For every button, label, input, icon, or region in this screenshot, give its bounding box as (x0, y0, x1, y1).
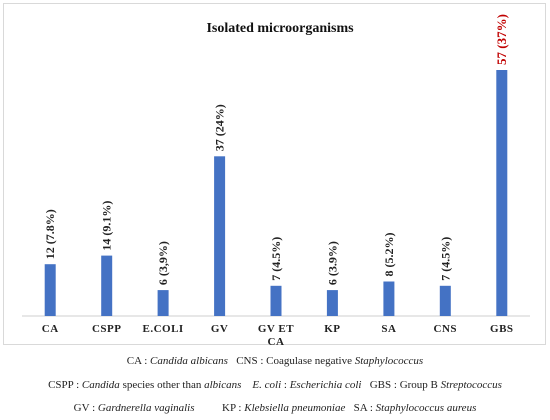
category-label: GBS (490, 323, 514, 335)
category-label: CSPP (92, 323, 122, 335)
data-label: 57 (37%) (494, 14, 509, 65)
legend-text: CNS : Coagulase negative (227, 355, 355, 367)
legend-text: CA : (126, 355, 151, 367)
legend-text: : (281, 379, 290, 391)
legend-text: E. coli (252, 379, 282, 391)
bar-gv-et-ca (270, 285, 282, 316)
category-label: GV ET (258, 323, 294, 335)
category-label: CA (42, 323, 59, 335)
category-label: E.COLI (142, 323, 183, 335)
legend-line-3: GV : Gardnerella vaginalis KP : Klebsiel… (0, 402, 550, 414)
legend-text: KP : (194, 402, 245, 414)
bar-sa (383, 281, 395, 316)
legend-line-1: CA : Candida albicans CNS : Coagulase ne… (0, 355, 550, 367)
legend-text: albicans (204, 379, 242, 391)
bar-cspp (101, 255, 113, 316)
category-label: CA (268, 336, 285, 345)
data-label: 7 (4.5%) (438, 237, 452, 281)
category-label: SA (381, 323, 396, 335)
bar-e-coli (157, 290, 169, 316)
data-label: 7 (4.5%) (269, 237, 283, 281)
legend-text: Staphylococcus aureus (375, 402, 477, 414)
bar-gv (214, 156, 226, 316)
legend-text: SA : (345, 402, 376, 414)
data-label: 12 (7.8%) (43, 209, 57, 259)
legend-text: GBS : Group B (361, 379, 441, 391)
legend-text: Candida (81, 379, 120, 391)
category-label: KP (324, 323, 340, 335)
legend-text: Candida albicans (150, 355, 228, 367)
legend-line-2: CSPP : Candida species other than albica… (0, 379, 550, 391)
data-label: 14 (9.1%) (100, 201, 114, 251)
chart-frame (3, 3, 546, 345)
data-label: 37 (24%) (213, 104, 227, 151)
category-label: CNS (434, 323, 458, 335)
data-label: 8 (5.2%) (382, 233, 396, 277)
data-label: 6 (3.9%) (325, 241, 339, 285)
bar-gbs (496, 70, 508, 316)
bar-cns (439, 285, 451, 316)
legend-text: Staphylococcus (354, 355, 424, 367)
legend-text (241, 379, 252, 391)
legend-text: species other than (119, 379, 205, 391)
legend-text: Escherichia coli (289, 379, 362, 391)
data-label: 6 (3,9%) (156, 241, 170, 285)
chart-title: Isolated microorganisms (206, 21, 354, 36)
bar-ca (44, 264, 56, 316)
legend-text: Gardnerella vaginalis (97, 402, 195, 414)
legend-text: Klebsiella pneumoniae (244, 402, 346, 414)
bar-chart: Isolated microorganisms 12 (7.8%) CA 14 (9… (22, 14, 530, 345)
bar-kp (326, 290, 338, 316)
category-label: GV (211, 323, 229, 335)
legend-text: CSPP : (48, 379, 82, 391)
legend-text: GV : (73, 402, 98, 414)
legend-text: Streptococcus (440, 379, 502, 391)
